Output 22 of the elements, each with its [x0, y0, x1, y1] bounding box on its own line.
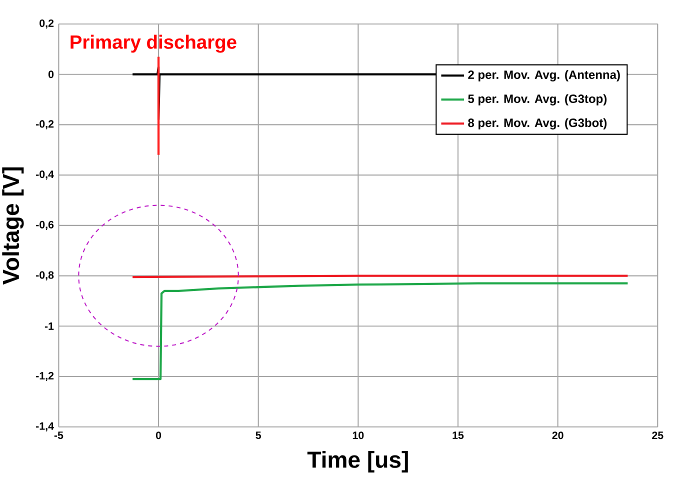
- y-tick-label: -0,2: [36, 120, 54, 130]
- series-label: 2 per. Mov. Avg. (Antenna): [468, 70, 620, 82]
- x-tick-label: 15: [452, 431, 464, 439]
- x-axis-title: Time [us]: [307, 450, 408, 472]
- x-tick-label: 0: [156, 431, 162, 440]
- x-tick-label: 25: [652, 431, 664, 440]
- y-tick-label: -1,2: [36, 372, 54, 381]
- x-tick-label: 20: [552, 431, 564, 440]
- y-tick-label: -1: [44, 322, 54, 330]
- x-tick-label: 10: [352, 431, 364, 440]
- y-tick-label: -1,4: [36, 422, 54, 432]
- y-tick-label: -0,6: [36, 220, 54, 230]
- y-axis-title: Voltage [V]: [2, 167, 24, 284]
- x-tick-label: -5: [54, 431, 64, 439]
- x-tick-label: 5: [256, 431, 262, 439]
- legend-label: 5 per. Mov. Avg. (G3top): [468, 94, 607, 106]
- annotation: Primary discharge: [70, 34, 236, 53]
- legend-label: 8 per. Mov. Avg. (G3bot): [468, 118, 607, 130]
- y-tick-label: -0,8: [36, 271, 54, 280]
- y-tick-label: 0: [48, 70, 54, 78]
- y-tick-label: 0,2: [40, 19, 54, 28]
- y-tick-label: -0,4: [36, 170, 54, 180]
